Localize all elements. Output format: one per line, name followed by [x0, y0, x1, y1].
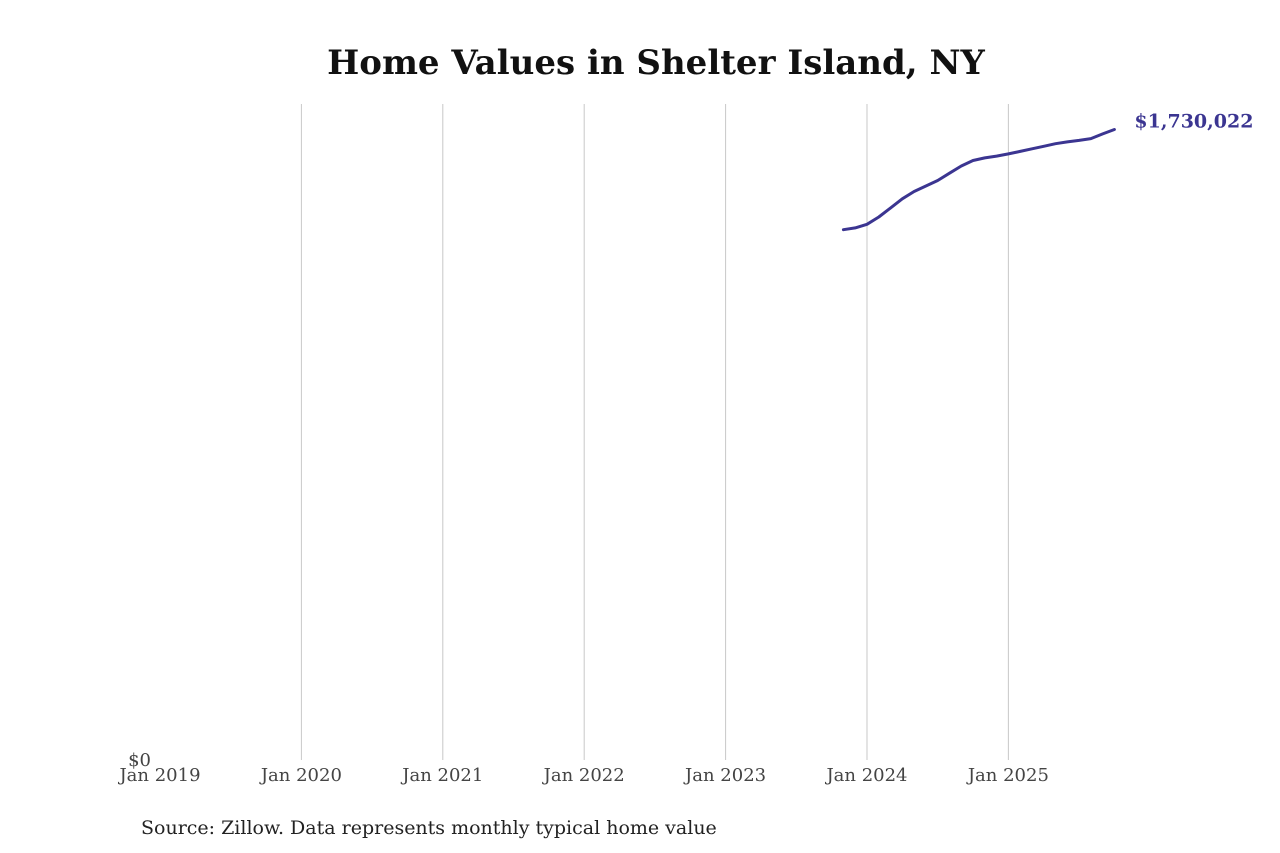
- source-note: Source: Zillow. Data represents monthly …: [141, 817, 717, 839]
- series-line: [841, 128, 1116, 232]
- x-tick-label: Jan 2019: [117, 765, 200, 786]
- x-tick-label: Jan 2020: [259, 765, 342, 786]
- x-tick-label: Jan 2023: [683, 765, 766, 786]
- y-tick-label: $0: [128, 750, 151, 771]
- end-value-label: $1,730,022: [1134, 111, 1253, 133]
- x-axis-tick-labels: Jan 2019 Jan 2020 Jan 2021 Jan 2022 Jan 2023…: [117, 765, 1048, 786]
- y-axis-tick-labels: $0: [128, 750, 151, 771]
- chart-title: Home Values in Shelter Island, NY: [327, 43, 985, 83]
- x-tick-label: Jan 2022: [542, 765, 625, 786]
- x-tick-label: Jan 2021: [400, 765, 483, 786]
- gridlines: [300, 104, 1009, 760]
- x-tick-label: Jan 2024: [824, 765, 907, 786]
- series-layer: $1,730,022: [841, 111, 1253, 232]
- x-tick-label: Jan 2025: [966, 765, 1049, 786]
